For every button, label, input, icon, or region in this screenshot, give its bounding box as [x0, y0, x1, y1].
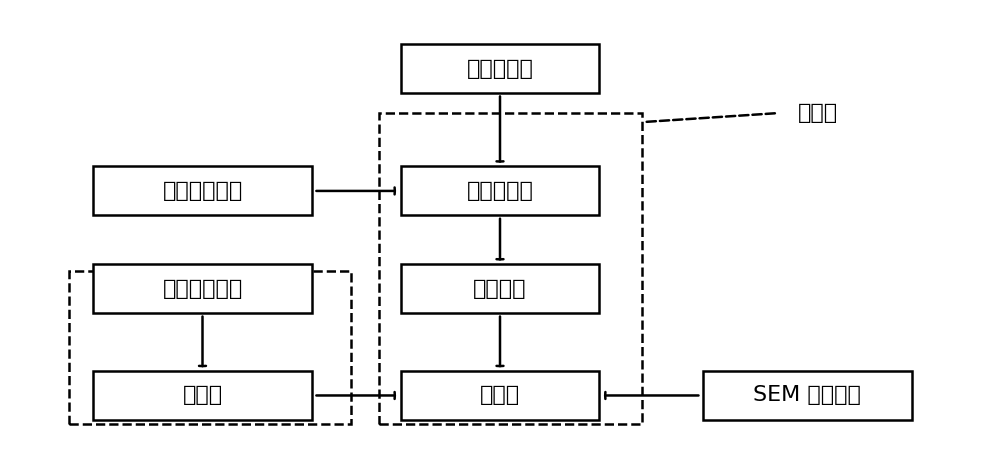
Bar	[93, 166, 312, 215]
Text: 专用夹具: 专用夹具	[473, 279, 527, 299]
Bar	[69, 271, 351, 424]
Bar	[703, 371, 912, 420]
Bar	[401, 264, 599, 313]
Text: 温度控制系统: 温度控制系统	[162, 279, 243, 299]
Bar	[379, 113, 642, 424]
Text: SEM 观测系统: SEM 观测系统	[753, 386, 861, 405]
Text: 真空室: 真空室	[798, 103, 838, 123]
Bar	[93, 264, 312, 313]
Bar	[401, 44, 599, 93]
Text: 试验件: 试验件	[480, 386, 520, 405]
Text: 载荷控制系统: 载荷控制系统	[162, 181, 243, 201]
Text: 原位试验机: 原位试验机	[467, 181, 533, 201]
Bar	[401, 166, 599, 215]
Text: 加热台: 加热台	[182, 386, 223, 405]
Text: 冷却水系统: 冷却水系统	[467, 58, 533, 79]
Bar	[401, 371, 599, 420]
Bar	[93, 371, 312, 420]
